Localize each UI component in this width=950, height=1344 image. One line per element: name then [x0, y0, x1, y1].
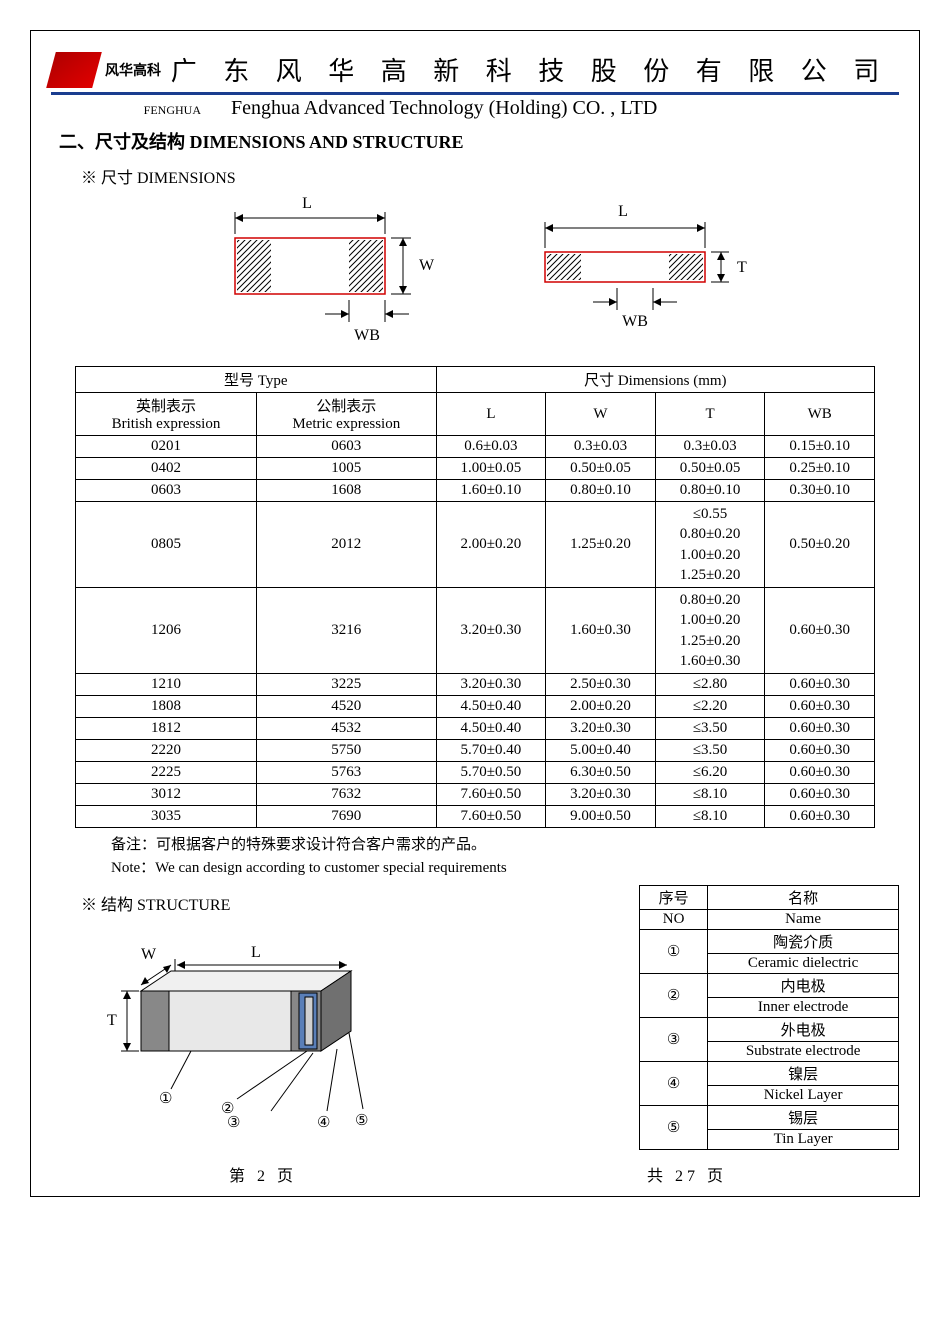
structure-diagram: W L T ① ② ③ — [51, 921, 411, 1141]
svg-text:W: W — [419, 257, 435, 274]
structure-heading: ※ 结构 STRUCTURE — [81, 891, 609, 915]
table-row: ①陶瓷介质 — [640, 930, 899, 954]
top-view-diagram: L W WB — [195, 194, 435, 354]
table-row: ④镍层 — [640, 1062, 899, 1086]
struct-col-no-en: NO — [640, 910, 708, 930]
logo-text: 风华高科 — [105, 60, 161, 80]
table-row: 121032253.20±0.302.50±0.30≤2.800.60±0.30 — [76, 674, 875, 696]
table-row: 020106030.6±0.030.3±0.030.3±0.030.15±0.1… — [76, 436, 875, 458]
fenghua-label: FENGHUA — [51, 103, 231, 118]
dim-header-type: 型号 Type — [76, 367, 437, 393]
svg-text:⑤: ⑤ — [355, 1113, 368, 1129]
table-row: 222057505.70±0.405.00±0.40≤3.500.60±0.30 — [76, 740, 875, 762]
note-en: Note：We can design according to customer… — [111, 857, 899, 880]
table-row: ⑤锡层 — [640, 1106, 899, 1130]
svg-text:T: T — [737, 259, 747, 276]
subheader: FENGHUA Fenghua Advanced Technology (Hol… — [51, 97, 899, 120]
table-row: ②内电极 — [640, 974, 899, 998]
struct-col-no-cn: 序号 — [640, 886, 708, 910]
page-footer: 第 2 页 共 27 页 — [51, 1162, 899, 1186]
svg-text:L: L — [251, 944, 261, 961]
dimension-diagrams: L W WB — [51, 194, 899, 354]
svg-text:WB: WB — [622, 313, 648, 330]
company-name-cn: 广 东 风 华 高 新 科 技 股 份 有 限 公 司 — [161, 51, 899, 88]
table-row: 301276327.60±0.503.20±0.30≤8.100.60±0.30 — [76, 784, 875, 806]
footer-left: 第 2 页 — [51, 1162, 475, 1186]
side-view-diagram: L T WB — [515, 194, 755, 354]
svg-text:W: W — [141, 946, 157, 963]
table-row: 060316081.60±0.100.80±0.100.80±0.100.30±… — [76, 480, 875, 502]
page: 风华高科 广 东 风 华 高 新 科 技 股 份 有 限 公 司 FENGHUA… — [30, 30, 920, 1197]
col-L: L — [436, 393, 546, 436]
logo-icon — [46, 52, 102, 88]
dimensions-table: 型号 Type 尺寸 Dimensions (mm) 英制表示 British … — [75, 366, 875, 828]
table-row: 080520122.00±0.201.25±0.20≤0.550.80±0.20… — [76, 502, 875, 588]
svg-text:①: ① — [159, 1091, 172, 1107]
svg-text:L: L — [618, 203, 628, 220]
structure-table: 序号 名称 NO Name ①陶瓷介质Ceramic dielectric②内电… — [639, 885, 899, 1150]
dim-header-dim: 尺寸 Dimensions (mm) — [436, 367, 874, 393]
company-name-en: Fenghua Advanced Technology (Holding) CO… — [231, 97, 657, 120]
struct-col-name-en: Name — [708, 910, 899, 930]
notes: 备注：可根据客户的特殊要求设计符合客户需求的产品。 Note：We can de… — [111, 834, 899, 879]
table-row: 120632163.20±0.301.60±0.300.80±0.201.00±… — [76, 588, 875, 674]
note-cn: 备注：可根据客户的特殊要求设计符合客户需求的产品。 — [111, 834, 899, 857]
col-W: W — [546, 393, 656, 436]
footer-right: 共 27 页 — [475, 1162, 899, 1186]
section-title: 二、尺寸及结构 DIMENSIONS AND STRUCTURE — [59, 128, 899, 154]
svg-text:WB: WB — [354, 327, 380, 344]
logo: 风华高科 — [51, 52, 161, 88]
col-WB: WB — [765, 393, 875, 436]
col-british: 英制表示 British expression — [76, 393, 257, 436]
table-row: 181245324.50±0.403.20±0.30≤3.500.60±0.30 — [76, 718, 875, 740]
svg-text:④: ④ — [317, 1115, 330, 1131]
col-metric: 公制表示 Metric expression — [256, 393, 436, 436]
header: 风华高科 广 东 风 华 高 新 科 技 股 份 有 限 公 司 — [51, 51, 899, 95]
dimensions-heading: ※ 尺寸 DIMENSIONS — [81, 164, 899, 188]
svg-text:L: L — [302, 195, 312, 212]
table-row: 222557635.70±0.506.30±0.50≤6.200.60±0.30 — [76, 762, 875, 784]
col-T: T — [655, 393, 765, 436]
struct-col-name-cn: 名称 — [708, 886, 899, 910]
table-row: 040210051.00±0.050.50±0.050.50±0.050.25±… — [76, 458, 875, 480]
table-row: 303576907.60±0.509.00±0.50≤8.100.60±0.30 — [76, 806, 875, 828]
svg-text:③: ③ — [227, 1115, 240, 1131]
table-row: 180845204.50±0.402.00±0.20≤2.200.60±0.30 — [76, 696, 875, 718]
svg-text:T: T — [107, 1012, 117, 1029]
table-row: ③外电极 — [640, 1018, 899, 1042]
